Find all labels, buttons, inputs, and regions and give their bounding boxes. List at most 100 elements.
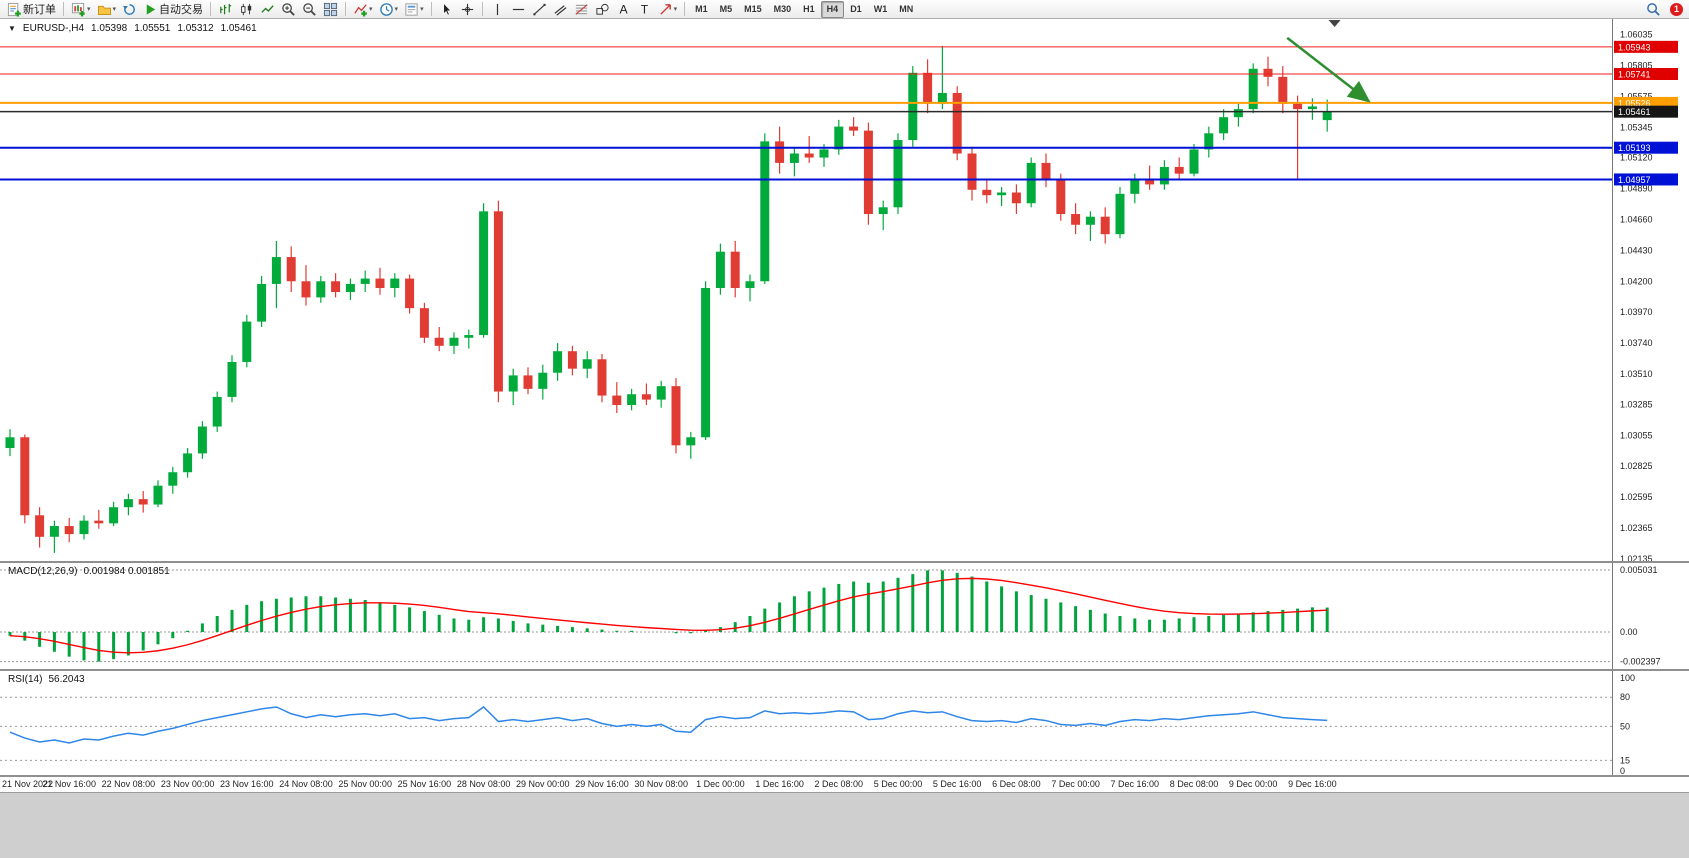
timeframe-h1[interactable]: H1: [803, 4, 815, 14]
svg-text:1.05345: 1.05345: [1620, 122, 1653, 132]
arrows-button[interactable]: ▾: [655, 0, 681, 19]
timeframe-d1[interactable]: D1: [850, 4, 862, 14]
label-t-icon: T: [637, 2, 652, 17]
svg-text:1.03055: 1.03055: [1620, 430, 1653, 440]
svg-text:1.02135: 1.02135: [1620, 554, 1653, 561]
timeframe-mn[interactable]: MN: [899, 4, 914, 14]
fibonacci-button[interactable]: [571, 0, 592, 19]
channel-button[interactable]: [550, 0, 571, 19]
chevron-down-icon: ▾: [420, 5, 424, 13]
time-label: 1 Dec 16:00: [755, 779, 804, 789]
toolbar-right: 1: [1643, 0, 1685, 19]
periods-button[interactable]: ▾: [376, 0, 402, 19]
templates-button[interactable]: ▾: [401, 0, 427, 19]
time-label: 1 Dec 00:00: [696, 779, 745, 789]
bar-chart-button[interactable]: [215, 0, 236, 19]
cursor-icon: [439, 2, 454, 17]
svg-text:1.03740: 1.03740: [1620, 338, 1653, 348]
close-value: 1.05461: [220, 23, 257, 34]
indicators-button[interactable]: ▾: [350, 0, 376, 19]
cursor-button[interactable]: [436, 0, 457, 19]
svg-text:-0.002397: -0.002397: [1620, 657, 1661, 667]
toolbar-separator: [684, 2, 686, 16]
svg-text:1.05120: 1.05120: [1620, 153, 1653, 163]
time-label: 25 Nov 16:00: [397, 779, 452, 789]
zoom-out-button[interactable]: [299, 0, 320, 19]
time-label: 8 Dec 08:00: [1169, 779, 1219, 789]
time-label: 23 Nov 00:00: [160, 779, 215, 789]
macd-values: 0.001984 0.001851: [83, 566, 170, 577]
symbol-period: EURUSD-,H4: [22, 23, 85, 34]
new-order-button[interactable]: 新订单: [4, 0, 59, 19]
time-label: 7 Dec 16:00: [1110, 779, 1160, 789]
template-icon: [404, 2, 419, 17]
chart-window[interactable]: 1.06035 1.05805 1.05575 1.05345 1.05120 1.048…: [0, 19, 1689, 792]
shapes-button[interactable]: [592, 0, 613, 19]
open-value: 1.05398: [91, 23, 128, 34]
time-axis[interactable]: 21 Nov 2022 21 Nov 16:00 22 Nov 08:00 23 No…: [0, 777, 1689, 792]
horizontal-line-button[interactable]: [508, 0, 529, 19]
timeframe-w1[interactable]: W1: [873, 4, 888, 14]
new-chart-button[interactable]: ▾: [68, 0, 94, 19]
text-button[interactable]: A: [613, 0, 634, 19]
svg-text:1.05461: 1.05461: [1618, 107, 1651, 117]
timeframe-m15[interactable]: M15: [744, 4, 762, 14]
candlestick-chart-button[interactable]: [236, 0, 257, 19]
svg-text:1.05526: 1.05526: [1618, 98, 1651, 108]
shapes-icon: [595, 2, 610, 17]
panel-separator[interactable]: [0, 561, 1689, 563]
svg-text:1.03970: 1.03970: [1620, 307, 1653, 317]
high-value: 1.05551: [134, 23, 171, 34]
symbol-dropdown-icon[interactable]: ▼: [8, 24, 16, 33]
panel-separator-3: [0, 775, 1689, 777]
low-value: 1.05312: [177, 23, 214, 34]
svg-text:A: A: [619, 2, 628, 16]
svg-text:T: T: [640, 2, 648, 16]
vline-icon: [490, 2, 505, 17]
autotrading-button[interactable]: 自动交易: [140, 0, 206, 19]
bars-icon: [218, 2, 233, 17]
label-button[interactable]: T: [634, 0, 655, 19]
time-label: 28 Nov 08:00: [456, 779, 511, 789]
svg-text:1.05943: 1.05943: [1618, 42, 1651, 52]
ohlc-header: ▼ EURUSD-,H4 1.05398 1.05551 1.05312 1.0…: [8, 23, 257, 34]
profiles-button[interactable]: ▾: [94, 0, 120, 19]
svg-text:100: 100: [1620, 673, 1635, 683]
toolbar: 新订单 ▾ ▾ 自动交易 ▾ ▾ ▾ A T ▾ M1 M5 M15 M30 H1 H4 D1 W1 MN 1: [0, 0, 1689, 19]
svg-text:1.03510: 1.03510: [1620, 369, 1653, 379]
crosshair-button[interactable]: [457, 0, 478, 19]
macd-label: MACD(12,26,9) 0.001984 0.001851: [8, 566, 170, 577]
rsi-name: RSI(14): [8, 674, 43, 685]
search-button[interactable]: [1643, 0, 1664, 19]
hline-icon: [511, 2, 526, 17]
timeframe-h4[interactable]: H4: [820, 0, 845, 18]
main-chart[interactable]: 1.06035 1.05805 1.05575 1.05345 1.05120 1.048…: [0, 19, 1689, 561]
time-label: 9 Dec 16:00: [1288, 779, 1337, 789]
time-label: 29 Nov 00:00: [516, 779, 570, 789]
zoom-in-button[interactable]: [278, 0, 299, 19]
notification-badge[interactable]: 1: [1670, 2, 1683, 16]
rsi-panel[interactable]: 100 80 50 150: [0, 671, 1689, 775]
refresh-button[interactable]: [119, 0, 140, 19]
time-label: 24 Nov 08:00: [279, 779, 333, 789]
indicators-icon: [353, 2, 368, 17]
tile-windows-button[interactable]: [320, 0, 341, 19]
chevron-down-icon: ▾: [112, 5, 117, 13]
panel-separator-2[interactable]: [0, 669, 1689, 671]
vertical-line-button[interactable]: [487, 0, 508, 19]
search-icon: [1646, 2, 1661, 17]
trendline-button[interactable]: [529, 0, 550, 19]
svg-text:1.04890: 1.04890: [1620, 183, 1653, 193]
crosshair-icon: [460, 2, 475, 17]
text-a-icon: A: [616, 2, 631, 17]
clock-icon: [379, 2, 394, 17]
channel-icon: [553, 2, 568, 17]
fibonacci-icon: [574, 2, 589, 17]
line-chart-button[interactable]: [257, 0, 278, 19]
timeframe-m1[interactable]: M1: [695, 4, 708, 14]
macd-panel[interactable]: 0.005031 0.00 -0.002397: [0, 563, 1689, 669]
svg-text:1.04660: 1.04660: [1620, 214, 1653, 224]
time-label: 25 Nov 00:00: [338, 779, 392, 789]
timeframe-m30[interactable]: M30: [773, 4, 792, 14]
timeframe-m5[interactable]: M5: [719, 4, 733, 14]
